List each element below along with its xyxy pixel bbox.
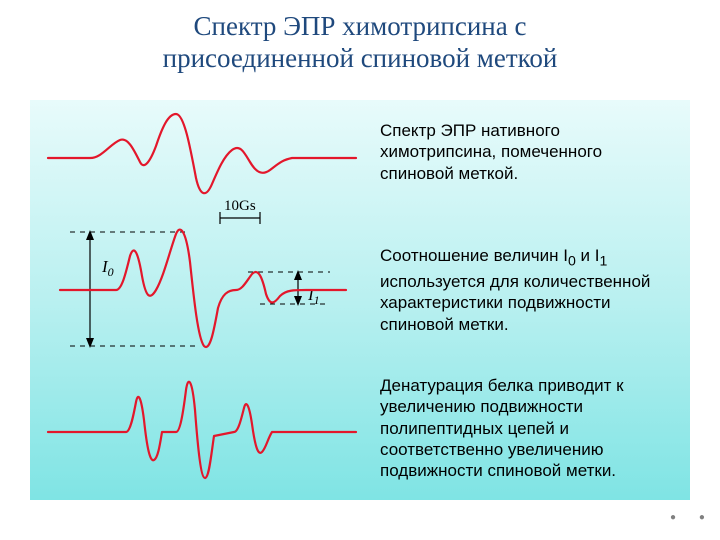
- caption-2-prefix: Соотношение величин I: [380, 246, 568, 265]
- caption-2-suffix: используется для количественной характер…: [380, 272, 650, 334]
- page-title: Спектр ЭПР химотрипсина с присоединенной…: [0, 0, 720, 75]
- i1-label: I1: [307, 285, 320, 307]
- figure-panel: 10Gs I0 I1 Спектр ЭПР нативного химотрип…: [30, 100, 690, 500]
- scale-label: 10Gs: [224, 198, 256, 214]
- slide-decoration-dots: ● ●: [670, 512, 715, 523]
- title-line-1: Спектр ЭПР химотрипсина с: [194, 11, 527, 41]
- spectrum-1: [48, 114, 356, 193]
- title-line-2: присоединенной спиновой меткой: [163, 43, 558, 73]
- spectrum-2: [60, 230, 346, 347]
- spectrum-3: [48, 382, 356, 478]
- caption-2-i1-sub: 1: [599, 253, 607, 269]
- caption-2-mid: и I: [576, 246, 600, 265]
- caption-2-i0-sub: 0: [568, 253, 576, 269]
- caption-1: Спектр ЭПР нативного химотрипсина, помеч…: [380, 120, 675, 184]
- caption-2: Соотношение величин I0 и I1 используется…: [380, 245, 675, 335]
- spectra-svg: 10Gs I0 I1: [30, 100, 370, 500]
- i0-label: I0: [101, 257, 114, 279]
- caption-3: Денатурация белка приводит к увеличению …: [380, 375, 675, 481]
